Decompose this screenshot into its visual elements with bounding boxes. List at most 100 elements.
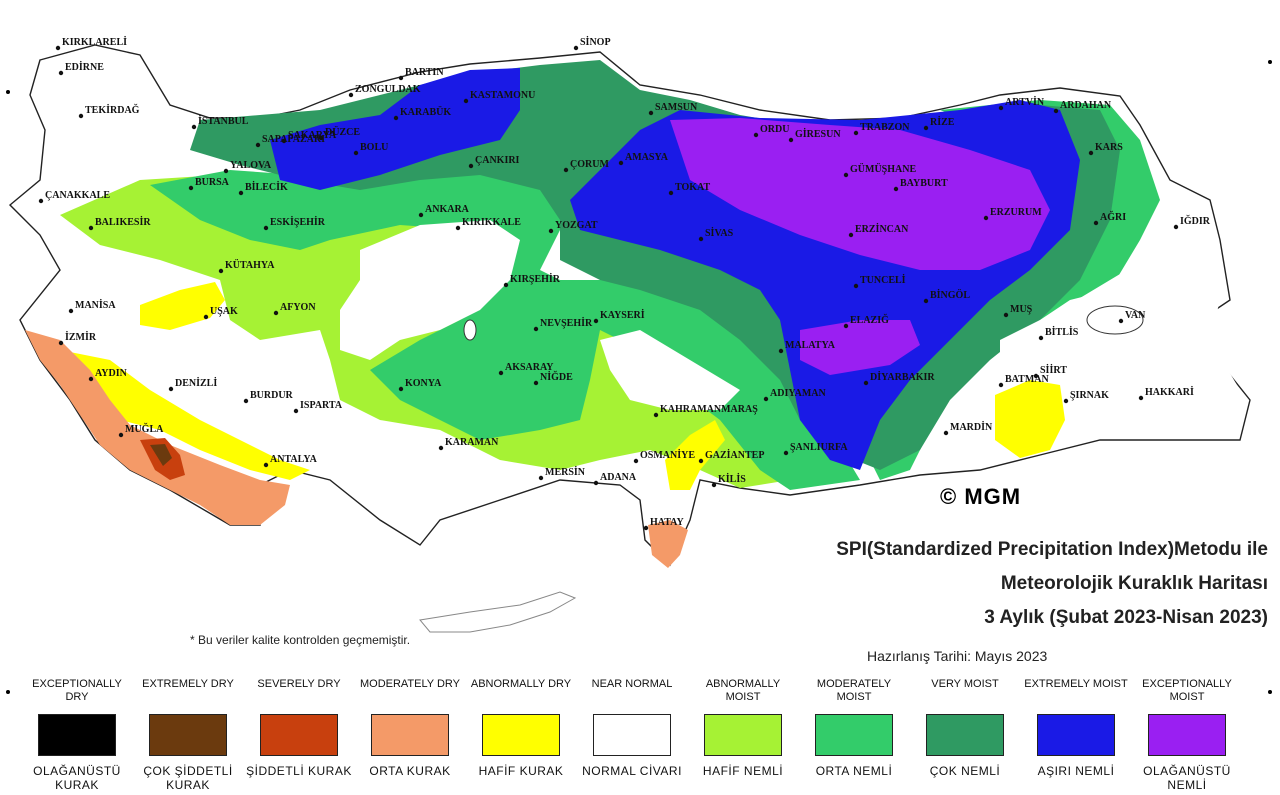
mgm-logo: © MGM [940, 484, 1022, 509]
city-label: ANTALYA [270, 454, 318, 465]
city-dot [753, 132, 759, 138]
legend-swatch [593, 714, 671, 756]
city-dot [648, 110, 654, 116]
cyprus-island [419, 591, 577, 633]
city-label: TEKİRDAĞ [85, 103, 140, 116]
city-dot [863, 380, 869, 386]
city-label: HAKKARİ [1145, 386, 1194, 398]
legend-label-en: MODERATELY MOIST [816, 678, 892, 703]
city-dot [893, 186, 899, 192]
city-label: MARDİN [950, 421, 993, 433]
edge-marker [1268, 690, 1272, 694]
legend-item: MODERATELY MOIST ORTA NEMLİ [799, 678, 909, 778]
city-dot [55, 45, 61, 51]
legend-item: EXCEPTIONALLY DRY OLAĞANÜSTÜ KURAK [22, 678, 132, 792]
city-label: AYDIN [95, 368, 128, 379]
city-label: AFYON [280, 302, 316, 313]
city-label: DENİZLİ [175, 377, 217, 389]
legend-label-tr: NORMAL CİVARI [582, 764, 682, 778]
city-dot [1003, 312, 1009, 318]
city-dot [218, 268, 224, 274]
city-dot [243, 398, 249, 404]
city-label: OSMANİYE [640, 449, 695, 461]
edge-marker [1268, 60, 1272, 64]
legend-label-tr: ÇOK ŞİDDETLİ KURAK [143, 764, 233, 792]
legend-label-tr: ŞİDDETLİ KURAK [246, 764, 352, 778]
city-label: GÜMÜŞHANE [850, 162, 916, 175]
city-dot [1138, 395, 1144, 401]
city-label: ERZİNCAN [855, 223, 909, 235]
city-dot [398, 75, 404, 81]
city-label: ŞANLIURFA [790, 442, 848, 453]
city-label: NİĞDE [540, 370, 573, 383]
legend-item: VERY MOIST ÇOK NEMLİ [910, 678, 1020, 778]
legend-item: EXTREMELY MOIST AŞIRI NEMLİ [1021, 678, 1131, 778]
city-label: SAPAPAZARI [262, 134, 325, 145]
legend-swatch [149, 714, 227, 756]
city-dot [281, 138, 287, 144]
zone-extremely-dry [150, 444, 172, 466]
zone-exceptionally-moist [670, 118, 1050, 270]
city-dot [643, 525, 649, 531]
legend-label-en: NEAR NORMAL [591, 678, 673, 690]
legend-swatch [1148, 714, 1226, 756]
city-label: ADIYAMAN [770, 388, 827, 399]
city-label: AĞRI [1100, 210, 1126, 223]
city-dot [263, 225, 269, 231]
city-dot [393, 115, 399, 121]
city-label: KIRKLARELİ [62, 36, 127, 48]
city-label: IĞDIR [1180, 214, 1211, 227]
zone-abnormally-dry-osmaniye [665, 420, 725, 490]
city-dot [843, 323, 849, 329]
city-dot [711, 482, 717, 488]
city-dot [438, 445, 444, 451]
legend-label-en: SEVERELY DRY [257, 678, 341, 690]
city-dot [593, 480, 599, 486]
city-label: KONYA [405, 378, 442, 389]
city-dot [563, 167, 569, 173]
city-label: KARAMAN [445, 437, 499, 448]
city-dot [58, 70, 64, 76]
city-label: DÜZCE [325, 125, 360, 138]
city-dot [848, 232, 854, 238]
legend-label-tr: ÇOK NEMLİ [929, 764, 1001, 778]
edge-marker [6, 90, 10, 94]
city-label: RİZE [930, 116, 955, 128]
legend-label-tr: ORTA KURAK [369, 764, 451, 778]
legend-item: NEAR NORMAL NORMAL CİVARI [577, 678, 687, 778]
legend-label-en: EXTREMELY MOIST [1024, 678, 1128, 690]
city-dot [1033, 373, 1039, 379]
legend-label-en: EXTREMELY DRY [142, 678, 234, 690]
city-dot [538, 475, 544, 481]
legend-label-en: ABNORMALLY MOIST [705, 678, 781, 703]
city-label: HATAY [650, 517, 684, 528]
legend-label-tr: ORTA NEMLİ [815, 764, 893, 778]
city-dot [88, 225, 94, 231]
legend-swatch [260, 714, 338, 756]
city-label: BİTLİS [1045, 326, 1079, 338]
city-dot [983, 215, 989, 221]
city-dot [668, 190, 674, 196]
city-dot [1173, 224, 1179, 230]
city-label: BURDUR [250, 390, 294, 401]
city-label: KİLİS [718, 473, 746, 485]
city-dot [618, 160, 624, 166]
city-dot [923, 125, 929, 131]
city-label: MUĞLA [125, 422, 164, 435]
city-dot [455, 225, 461, 231]
city-label: ERZURUM [990, 207, 1042, 218]
legend-label-tr: HAFİF NEMLİ [702, 764, 784, 778]
city-dot [1088, 150, 1094, 156]
city-dot [698, 458, 704, 464]
city-label: KAHRAMANMARAŞ [660, 404, 758, 415]
city-dot [1093, 220, 1099, 226]
city-label: GAZİANTEP [705, 449, 764, 461]
city-label: BAYBURT [900, 178, 948, 189]
zone-abnormally-dry-west [60, 350, 310, 480]
city-dot [191, 124, 197, 130]
city-label: ARDAHAN [1060, 100, 1112, 111]
legend-item: SEVERELY DRY ŞİDDETLİ KURAK [244, 678, 354, 778]
city-dot [418, 212, 424, 218]
city-label: NEVŞEHİR [540, 317, 593, 329]
city-label: SİİRT [1040, 364, 1067, 376]
